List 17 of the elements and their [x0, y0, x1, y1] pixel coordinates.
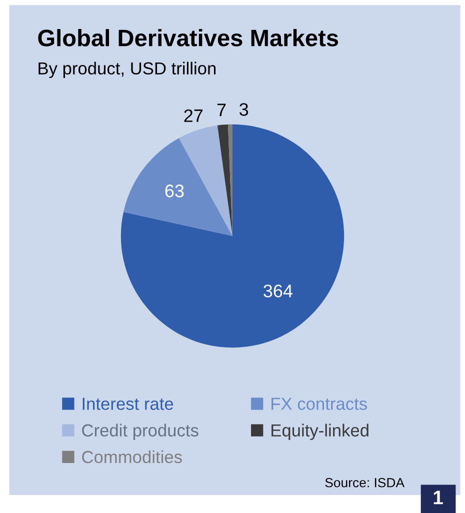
- data-label: 364: [264, 284, 292, 298]
- legend-label: Interest rate: [82, 398, 174, 410]
- chart-subtitle: By product, USD trillion: [38, 62, 216, 78]
- legend-label: Credit products: [82, 424, 198, 440]
- source-note: Source: ISDA: [325, 478, 405, 488]
- data-label: 7: [217, 104, 226, 116]
- data-label: 3: [240, 103, 248, 116]
- text: 1: [434, 490, 443, 504]
- legend-label: Equity-linked: [272, 424, 368, 440]
- data-label: 27: [184, 109, 203, 122]
- chart-title: Global Derivatives Markets: [38, 29, 338, 46]
- pie-slice: [124, 138, 232, 236]
- legend-label: Commodities: [82, 450, 182, 464]
- pie-slice: [120, 124, 344, 348]
- pie-slice: [217, 124, 232, 236]
- data-label: 63: [165, 184, 184, 198]
- legend-label: FX contracts: [272, 398, 367, 410]
